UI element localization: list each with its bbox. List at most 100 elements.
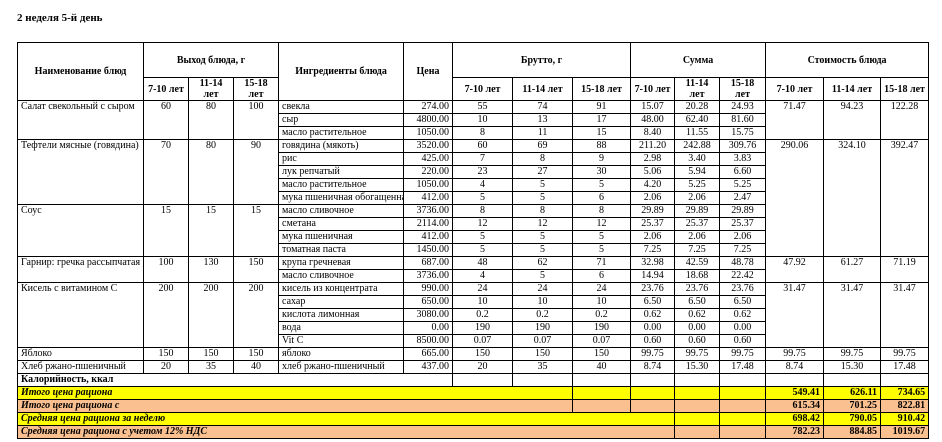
- brutto-cell: 190: [572, 321, 632, 335]
- brutto-cell: 0.2: [452, 308, 514, 322]
- brutto-cell: 11: [512, 126, 574, 140]
- brutto-cell: 4: [452, 269, 514, 283]
- summary-value-cell: 698.42: [765, 412, 825, 426]
- brutto-cell: 15: [572, 126, 632, 140]
- sum-cell: 0.00: [719, 321, 767, 335]
- price-cell: 8500.00: [403, 334, 454, 348]
- sum-cell: 2.06: [719, 230, 767, 244]
- brutto-cell: 0.07: [452, 334, 514, 348]
- price-cell: 1450.00: [403, 243, 454, 257]
- cost-cell: 71.19: [880, 256, 930, 283]
- summary-value-cell: 790.05: [823, 412, 882, 426]
- cost-cell: 99.75: [765, 347, 825, 361]
- ingredient-row: Кисель с витамином С 200 200 200 кисель из к…: [17, 282, 930, 348]
- brutto-cell: 27: [512, 165, 574, 179]
- sum-cell: 8.40: [630, 126, 676, 140]
- sum-cell: 2.98: [630, 152, 676, 166]
- brutto-cell: 0.07: [572, 334, 632, 348]
- yield-cell: 130: [188, 256, 234, 283]
- brutto-cell: 150: [512, 347, 574, 361]
- sum-cell: 25.37: [674, 217, 721, 231]
- sum-cell: 6.50: [630, 295, 676, 309]
- yield-cell: 15: [232, 204, 280, 257]
- sum-cell: 242.88: [674, 139, 721, 153]
- sum-cell: 2.47: [719, 191, 767, 205]
- ingredient-row: Гарнир: гречка рассыпчатая 100 130 150 крупа…: [17, 256, 930, 283]
- summary-empty-cell: [719, 425, 767, 439]
- yield-cell: 15: [143, 204, 189, 257]
- sum-cell: 24.93: [719, 100, 767, 114]
- sum-cell: 0.00: [630, 321, 676, 335]
- sum-cell: 23.76: [674, 282, 721, 296]
- brutto-cell: 8: [452, 204, 514, 218]
- ingredient-name-cell: томатная паста: [278, 243, 405, 257]
- brutto-cell: 12: [572, 217, 632, 231]
- summary-label-cell: Средняя цена рациона с учетом 12% НДС: [16, 425, 676, 439]
- ingredient-name-cell: яблоко: [278, 347, 405, 361]
- sum-cell: 0.62: [674, 308, 721, 322]
- price-cell: 220.00: [403, 165, 454, 179]
- cost-cell: 31.47: [823, 282, 882, 348]
- header-price: Цена: [403, 42, 454, 101]
- brutto-cell: 8: [572, 204, 632, 218]
- yield-cell: 100: [232, 100, 280, 140]
- brutto-cell: 40: [572, 360, 632, 374]
- brutto-cell: 5: [512, 243, 574, 257]
- ingredient-row: рис 425.00 7 8 9 2.98 3.40 3.83: [18, 152, 929, 166]
- yield-cell: 40: [232, 360, 280, 374]
- cost-cell: 122.28: [880, 100, 930, 140]
- sum-cell: 2.06: [674, 191, 721, 205]
- price-cell: 412.00: [403, 191, 454, 205]
- ingredient-name-cell: крупа гречневая: [278, 256, 405, 270]
- ingredient-row: Хлеб ржано-пшеничный 20 35 40 хлеб ржано-пше…: [17, 360, 930, 374]
- brutto-cell: 5: [572, 243, 632, 257]
- price-cell: 274.00: [403, 100, 454, 114]
- summary-empty-cell: [674, 386, 721, 400]
- yield-cell: 150: [232, 347, 280, 361]
- brutto-cell: 69: [512, 139, 574, 153]
- summary-label-cell: Средняя цена рациона за неделю: [16, 412, 676, 426]
- ingredient-name-cell: кисель из концентрата: [278, 282, 405, 296]
- brutto-cell: 8: [512, 204, 574, 218]
- header-yield-group: Выход блюда, г: [142, 42, 280, 78]
- brutto-cell: 24: [452, 282, 514, 296]
- brutto-cell: 12: [452, 217, 514, 231]
- summary-value-cell: [880, 373, 930, 387]
- sum-cell: 23.76: [630, 282, 676, 296]
- ingredient-name-cell: сметана: [278, 217, 405, 231]
- ingredient-name-cell: говядина (мякоть): [278, 139, 405, 153]
- header-yield-age-2: 15-18 лет: [232, 77, 280, 101]
- header-ingredients: Ингредиенты блюда: [278, 42, 405, 101]
- price-cell: 687.00: [403, 256, 454, 270]
- sum-cell: 0.00: [674, 321, 721, 335]
- brutto-cell: 5: [512, 178, 574, 192]
- sum-cell: 5.06: [630, 165, 676, 179]
- sum-cell: 5.25: [719, 178, 767, 192]
- sum-cell: 5.25: [674, 178, 721, 192]
- sum-cell: 4.20: [630, 178, 676, 192]
- dish-name-cell: Кисель с витамином С: [17, 282, 144, 348]
- summary-value-cell: 782.23: [765, 425, 825, 439]
- brutto-cell: 12: [512, 217, 574, 231]
- yield-cell: 35: [188, 360, 234, 374]
- table-header: Наименование блюд Выход блюда, г Ингреди…: [17, 42, 930, 101]
- summary-label-cell: Калорийность, ккал: [16, 373, 454, 387]
- summary-empty-cell: [719, 386, 767, 400]
- ingredient-name-cell: хлеб ржано-пшеничный: [278, 360, 405, 374]
- sum-cell: 15.30: [674, 360, 721, 374]
- brutto-cell: 8: [452, 126, 514, 140]
- header-brutto-group: Брутто, г: [452, 42, 632, 78]
- dish-name-cell: Соус: [17, 204, 144, 257]
- brutto-cell: 23: [452, 165, 514, 179]
- summary-empty-cell: [452, 373, 514, 387]
- summary-empty-cell: [630, 386, 676, 400]
- sum-cell: 81.60: [719, 113, 767, 127]
- brutto-cell: 4: [452, 178, 514, 192]
- summary-empty-cell: [674, 399, 721, 413]
- ingredient-name-cell: масло растительное: [278, 178, 405, 192]
- sum-cell: 11.55: [674, 126, 721, 140]
- brutto-cell: 0.2: [512, 308, 574, 322]
- brutto-cell: 6: [572, 269, 632, 283]
- ingredient-name-cell: мука пшеничная: [278, 230, 405, 244]
- summary-empty-cell: [674, 425, 721, 439]
